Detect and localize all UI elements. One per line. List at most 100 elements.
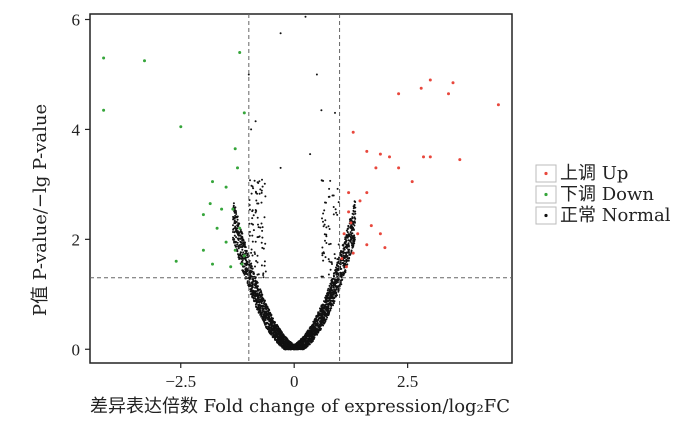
data-point-normal: [252, 214, 255, 217]
data-point-normal: [260, 290, 262, 292]
data-point-normal: [248, 234, 251, 237]
data-point-normal: [232, 227, 235, 230]
data-point-normal: [263, 264, 266, 267]
data-point-normal: [345, 229, 348, 232]
data-point-normal: [263, 312, 266, 315]
data-point-normal: [322, 220, 324, 223]
data-point-normal: [347, 259, 350, 262]
data-point-normal: [285, 347, 288, 350]
data-point-normal: [278, 327, 281, 330]
data-point-normal: [232, 217, 235, 220]
data-point-normal: [310, 326, 313, 329]
y-tick-label: 2: [72, 230, 81, 249]
data-point-normal: [346, 231, 349, 234]
data-point-normal: [233, 234, 236, 237]
data-point-normal: [351, 228, 354, 231]
data-point-normal: [338, 285, 341, 287]
data-point-normal: [236, 227, 239, 230]
data-point-down: [236, 166, 239, 170]
data-point-normal: [327, 287, 330, 290]
data-point-normal: [341, 244, 344, 247]
data-point-normal: [286, 341, 289, 343]
data-point-normal: [349, 235, 352, 238]
data-point-normal: [347, 239, 350, 242]
x-tick-label: 2.5: [397, 372, 418, 391]
data-point-normal: [331, 295, 334, 298]
data-point-normal: [344, 238, 347, 241]
data-point-normal: [328, 243, 331, 246]
data-point-normal: [332, 194, 335, 197]
data-point-down: [238, 51, 242, 54]
data-point-normal: [268, 328, 271, 331]
data-point-normal: [274, 324, 277, 326]
data-point-normal: [269, 320, 272, 323]
data-point-normal: [240, 257, 243, 260]
data-point-normal: [254, 303, 257, 306]
data-point-normal: [337, 290, 340, 293]
data-point-normal: [349, 239, 352, 242]
data-point-normal: [288, 347, 291, 350]
data-point-up: [422, 155, 425, 159]
data-point-normal: [236, 225, 239, 228]
data-point-normal: [342, 250, 345, 253]
data-point-normal: [336, 281, 339, 284]
data-point-normal: [279, 344, 282, 347]
data-point-down: [102, 108, 106, 112]
data-point-normal: [252, 273, 255, 275]
data-point-normal: [335, 211, 338, 214]
data-point-normal: [246, 260, 249, 263]
data-point-normal: [261, 296, 264, 299]
data-point-normal: [251, 240, 254, 243]
data-point-normal: [324, 256, 327, 259]
data-point-normal: [325, 294, 328, 297]
data-point-normal: [353, 242, 356, 245]
data-point-down: [220, 207, 224, 211]
data-point-normal: [236, 218, 239, 221]
data-point-normal: [262, 276, 265, 279]
data-point-normal: [310, 341, 313, 344]
data-point-down: [102, 56, 106, 60]
data-point-normal: [342, 256, 345, 259]
data-point-normal: [319, 309, 322, 312]
data-point-normal: [261, 226, 264, 229]
data-point-normal: [329, 268, 332, 271]
data-point-normal: [260, 241, 263, 244]
data-point-normal: [267, 311, 270, 314]
data-point-normal: [349, 231, 352, 234]
data-point-normal: [251, 286, 254, 289]
data-point-normal: [318, 326, 321, 329]
data-point-normal: [317, 324, 320, 327]
data-point-normal: [325, 301, 328, 303]
data-point-normal: [248, 285, 251, 288]
data-point-normal: [333, 288, 336, 291]
data-point-normal: [261, 246, 264, 249]
data-point-normal: [352, 207, 355, 210]
data-point-normal: [336, 272, 339, 275]
data-point-normal: [322, 212, 325, 215]
data-point-normal: [256, 254, 259, 257]
data-point-normal: [249, 269, 252, 272]
data-point-normal: [328, 195, 331, 198]
data-point-normal: [349, 240, 352, 243]
data-point-normal: [336, 213, 339, 216]
data-point-normal: [353, 200, 356, 203]
data-point-normal: [235, 236, 238, 239]
data-point-normal: [245, 262, 248, 265]
data-point-normal: [337, 285, 340, 288]
y-tick-label: 0: [72, 340, 81, 359]
data-point-normal: [280, 341, 283, 344]
data-point-normal: [290, 345, 293, 348]
data-point-normal: [262, 315, 265, 317]
data-point-normal: [351, 232, 354, 235]
data-point-normal: [258, 180, 261, 183]
data-point-normal: [353, 205, 356, 208]
data-point-normal: [239, 252, 242, 255]
x-axis-label: 差异表达倍数 Fold change of expression/log₂FC: [90, 396, 510, 417]
data-point-normal: [329, 282, 332, 285]
data-point-normal: [250, 281, 253, 284]
data-point-normal: [309, 335, 312, 338]
data-point-normal: [341, 278, 344, 281]
data-point-normal: [253, 251, 256, 254]
data-point-normal: [260, 302, 263, 305]
data-point-normal: [256, 261, 259, 264]
